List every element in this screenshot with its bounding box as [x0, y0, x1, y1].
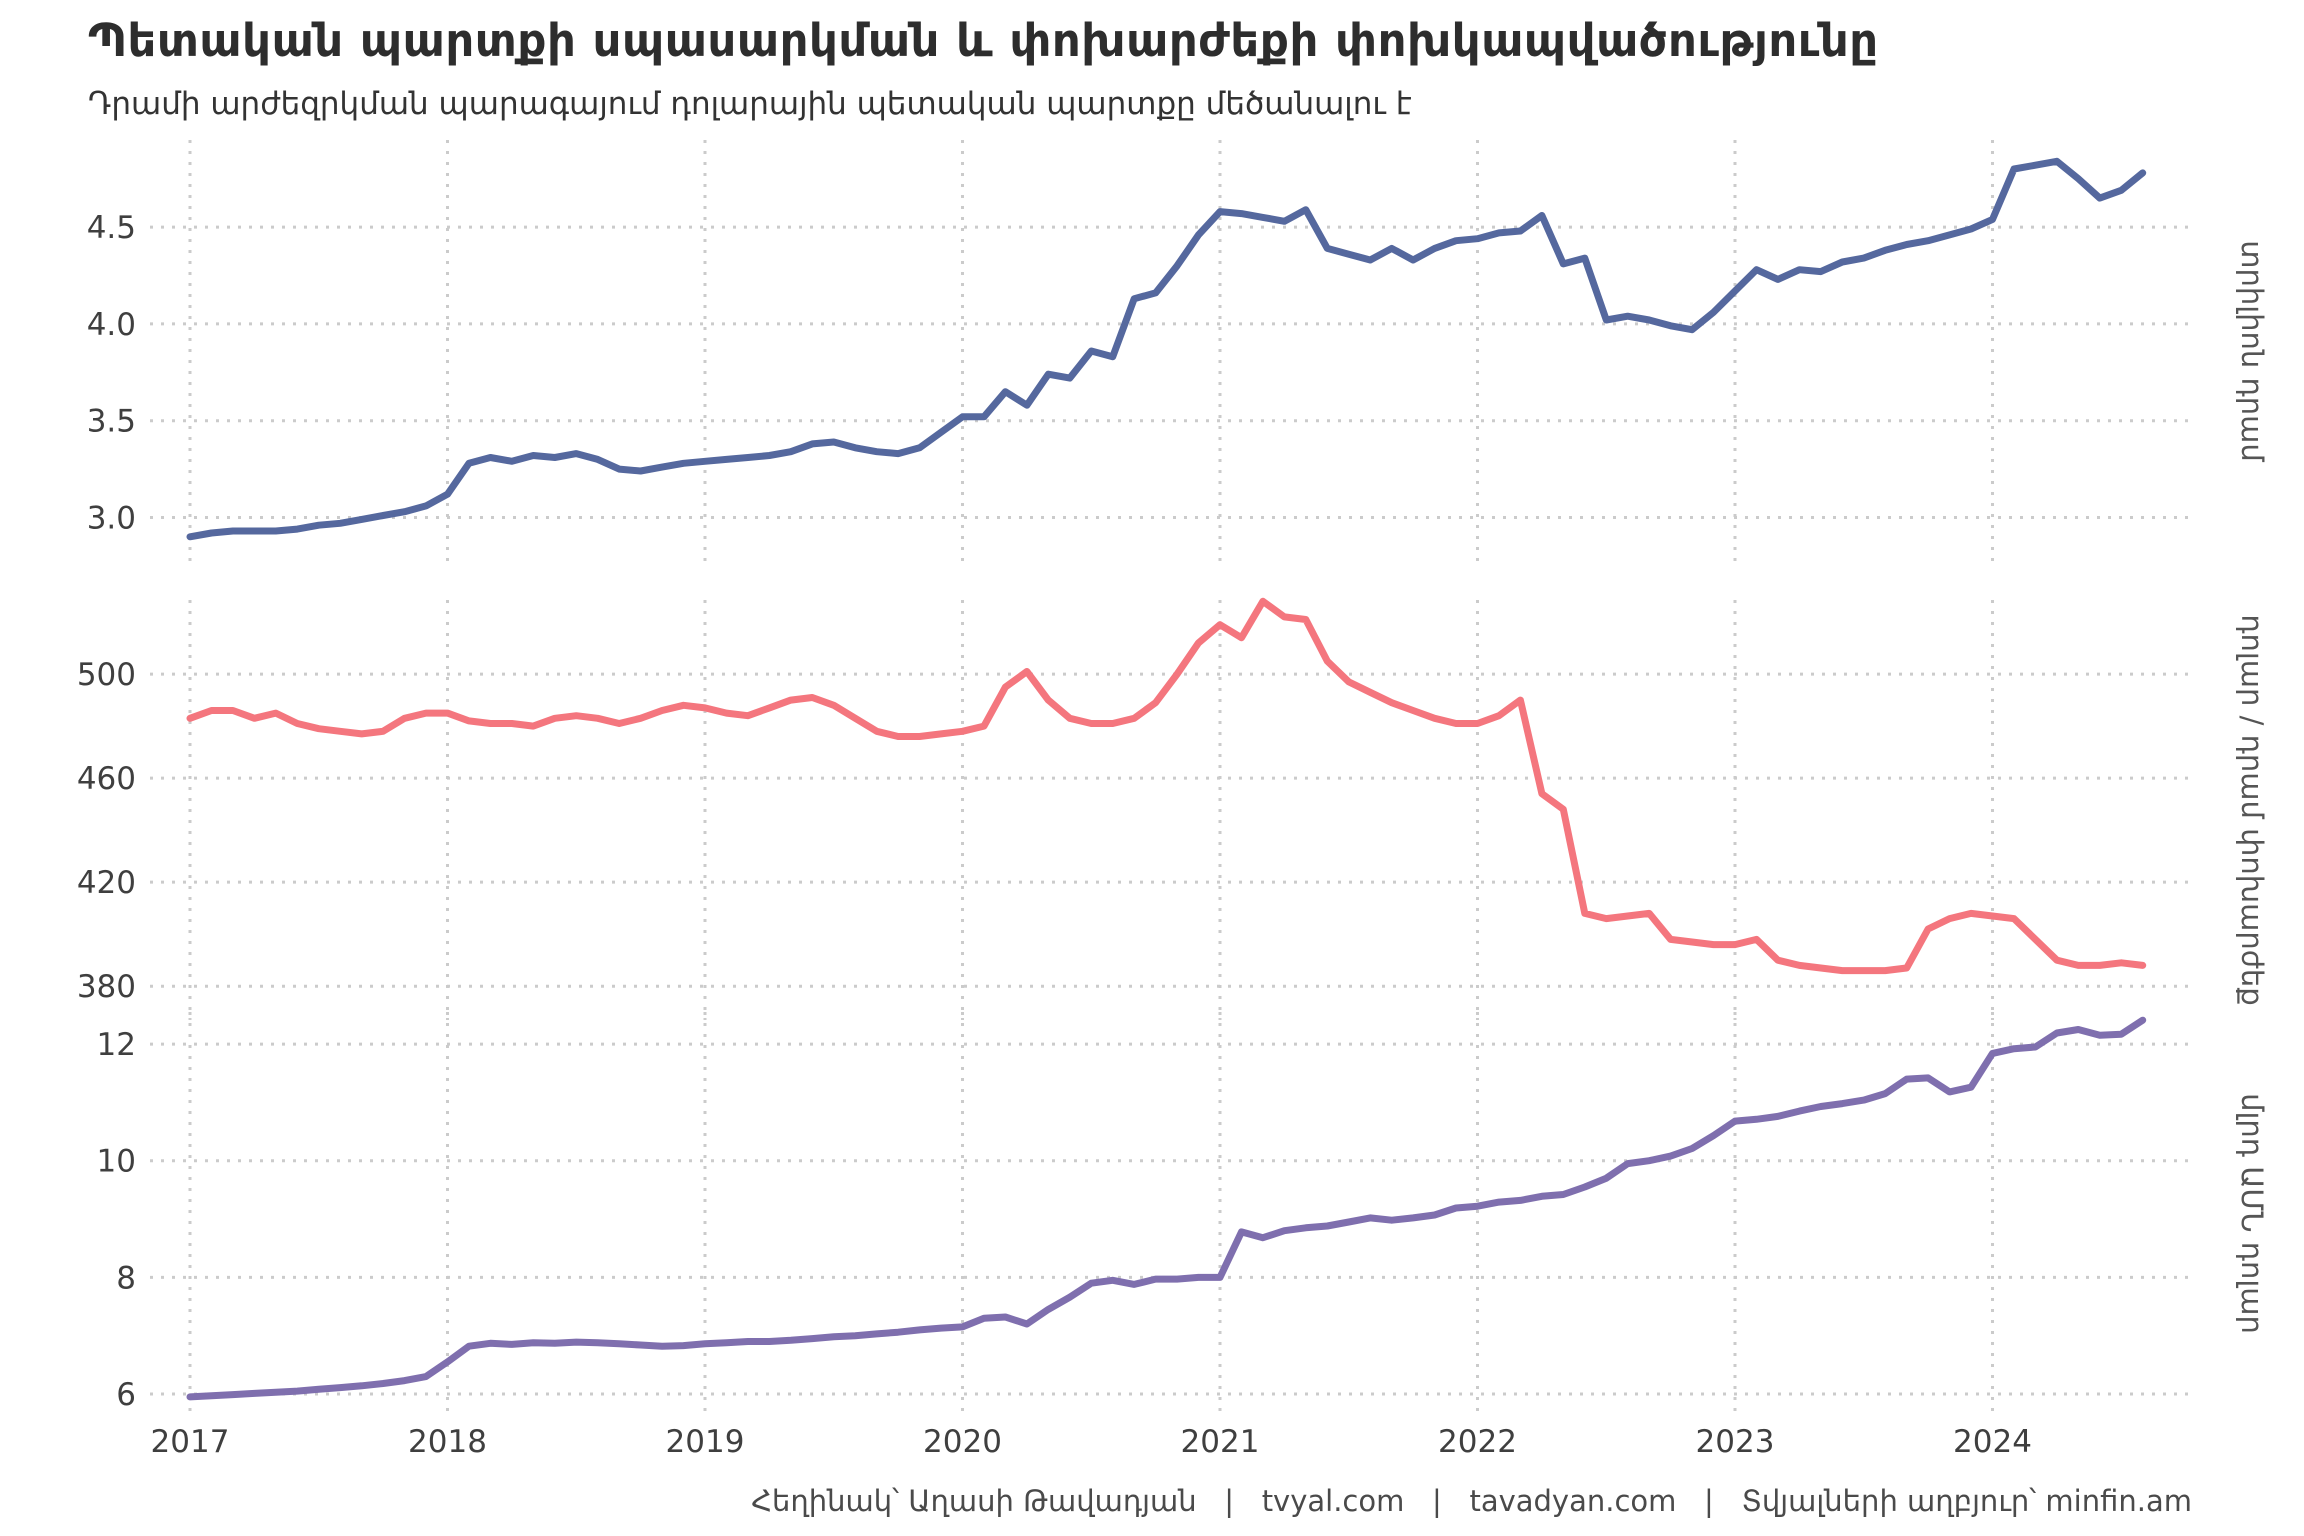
x-tick-label-2023: 2023: [1696, 1424, 1775, 1460]
facet-strip-label-debt_trillion_amd: տրիլիոն դրամ: [2235, 240, 2269, 462]
y-tick-label-debt_trillion_amd: 4.0: [87, 307, 136, 343]
x-tick-label-2020: 2020: [923, 1424, 1002, 1460]
y-tick-label-debt_billion_usd: 8: [116, 1260, 136, 1296]
chart-subtitle: Դրամի արժեզրկման պարագայում դոլարային պե…: [88, 86, 1412, 122]
y-tick-label-debt_trillion_amd: 3.0: [87, 500, 136, 536]
y-tick-label-debt_billion_usd: 12: [97, 1027, 136, 1063]
y-tick-label-debt_billion_usd: 6: [116, 1377, 136, 1413]
x-tick-label-2019: 2019: [666, 1424, 745, 1460]
y-tick-label-fx_rate_amd_per_usd: 460: [77, 761, 136, 797]
y-tick-label-debt_trillion_amd: 4.5: [87, 210, 136, 246]
facet-strip-label-debt_billion_usd: մլրդ ԱՄՆ դոլար: [2235, 1093, 2269, 1334]
y-tick-label-fx_rate_amd_per_usd: 420: [77, 865, 136, 901]
chart-title: Պետական պարտքի սպասարկման և փոխարժեքի փո…: [88, 14, 1879, 67]
facet-strip-label-fx_rate_amd_per_usd: դոլար / դրամ փոխարժեք: [2235, 614, 2269, 1005]
x-tick-label-2021: 2021: [1181, 1424, 1260, 1460]
x-tick-label-2017: 2017: [151, 1424, 230, 1460]
data-line-fx_rate_amd_per_usd: [186, 597, 2147, 975]
data-line-debt_trillion_amd: [186, 157, 2147, 541]
y-tick-label-fx_rate_amd_per_usd: 500: [77, 657, 136, 693]
x-tick-label-2024: 2024: [1953, 1424, 2032, 1460]
x-tick-label-2022: 2022: [1438, 1424, 1517, 1460]
chart-caption: Հեղինակ՝ Աղասի Թավադյան | tvyal.com | ta…: [751, 1484, 2192, 1518]
data-line-debt_billion_usd: [186, 1016, 2147, 1401]
y-tick-label-debt_trillion_amd: 3.5: [87, 404, 136, 440]
x-tick-label-2018: 2018: [408, 1424, 487, 1460]
y-tick-label-debt_billion_usd: 10: [97, 1144, 136, 1180]
y-tick-label-fx_rate_amd_per_usd: 380: [77, 969, 136, 1005]
